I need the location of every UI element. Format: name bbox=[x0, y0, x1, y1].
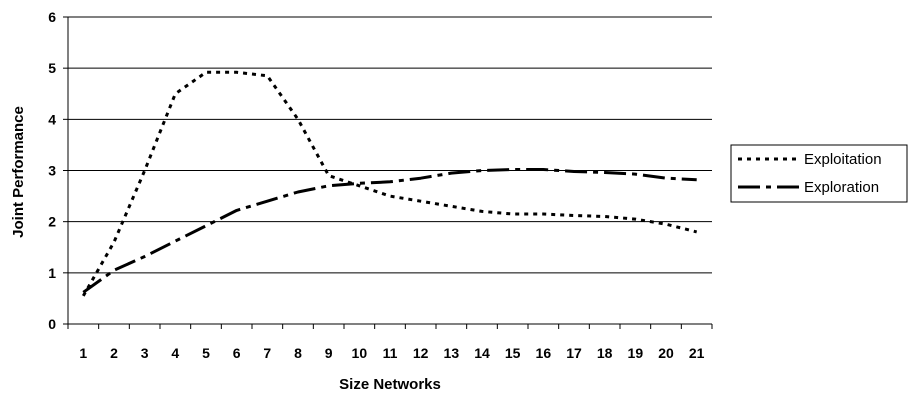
legend-label-exploitation: Exploitation bbox=[804, 151, 882, 168]
y-tick-label: 6 bbox=[48, 9, 56, 25]
x-tick-label: 21 bbox=[689, 345, 705, 361]
x-tick-label: 15 bbox=[505, 345, 521, 361]
series-lines bbox=[81, 70, 698, 297]
y-tick-label: 4 bbox=[48, 111, 56, 127]
series-line-exploration bbox=[82, 168, 697, 294]
x-tick-label: 2 bbox=[110, 345, 118, 361]
y-tick-label: 5 bbox=[48, 60, 56, 76]
x-tick-label: 4 bbox=[171, 345, 179, 361]
gridlines bbox=[68, 16, 712, 274]
x-tick-label: 9 bbox=[325, 345, 333, 361]
legend-label-exploration: Exploration bbox=[804, 179, 879, 196]
x-tick-label: 11 bbox=[383, 345, 398, 361]
y-tick-label: 0 bbox=[48, 316, 56, 332]
y-tick-label: 2 bbox=[48, 214, 56, 230]
x-tick-label: 6 bbox=[233, 345, 241, 361]
x-tick-label: 12 bbox=[413, 345, 429, 361]
x-tick-label: 3 bbox=[141, 345, 149, 361]
x-tick-label: 5 bbox=[202, 345, 210, 361]
x-tick-label: 19 bbox=[628, 345, 644, 361]
y-tick-label: 3 bbox=[48, 163, 56, 179]
x-tick-label: 17 bbox=[566, 345, 582, 361]
legend-box bbox=[730, 144, 908, 203]
x-tick-label: 20 bbox=[658, 345, 674, 361]
x-axis-title: Size Networks bbox=[339, 376, 441, 393]
y-axis-title: Joint Performance bbox=[10, 106, 27, 238]
x-tick-label: 1 bbox=[79, 345, 87, 361]
x-tick-label: 16 bbox=[536, 345, 552, 361]
x-tick-label: 14 bbox=[474, 345, 490, 361]
x-tick-label: 18 bbox=[597, 345, 613, 361]
x-tick-labels: 1 2 3 4 5 6 7 8 9 10 11 12 13 14 15 16 17 18 19 20 21 bbox=[67, 324, 713, 361]
x-tick-label: 8 bbox=[294, 345, 302, 361]
legend: Exploitation Exploration bbox=[730, 144, 908, 203]
x-tick-label: 7 bbox=[263, 345, 271, 361]
y-tick-label: 1 bbox=[48, 265, 56, 281]
x-tick-label: 10 bbox=[352, 345, 368, 361]
y-tick-labels: 0 1 2 3 4 5 6 bbox=[48, 9, 68, 332]
series-line-exploitation bbox=[81, 70, 698, 297]
x-tick-label: 13 bbox=[444, 345, 460, 361]
